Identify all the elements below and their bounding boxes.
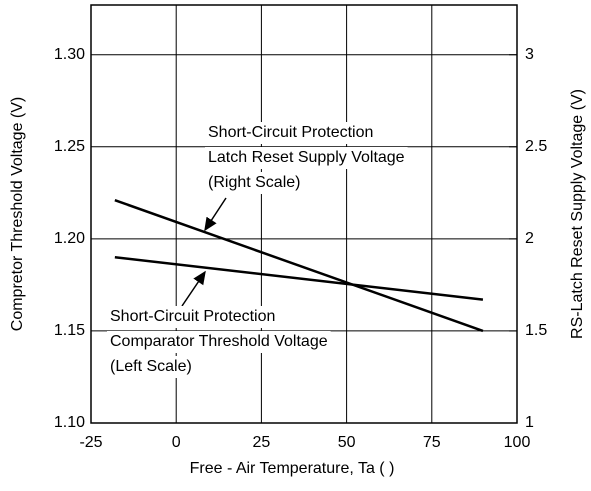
annotation: Comparator Threshold Voltage bbox=[110, 333, 328, 350]
annotation: Short-Circuit Protection bbox=[208, 124, 373, 141]
y-tick-label: 1.10 bbox=[54, 414, 85, 431]
y2-tick-label: 2.5 bbox=[525, 138, 547, 155]
x-axis-label: Free - Air Temperature, Ta ( ) bbox=[190, 460, 395, 477]
x-tick-label: 75 bbox=[423, 434, 441, 451]
y-tick-label: 1.25 bbox=[54, 138, 85, 155]
annotation-bg bbox=[205, 122, 377, 144]
x-tick-label: 100 bbox=[504, 434, 531, 451]
y-tick-label: 1.30 bbox=[54, 46, 85, 63]
plot-frame bbox=[90, 4, 518, 424]
annotation-bg bbox=[107, 306, 279, 328]
annotation: Short-Circuit Protection bbox=[110, 308, 275, 325]
x-tick-label: 25 bbox=[253, 434, 271, 451]
arrow bbox=[181, 270, 206, 307]
annotation-bg bbox=[107, 356, 195, 378]
y-tick-label: 1.20 bbox=[54, 230, 85, 247]
annotation: (Right Scale) bbox=[208, 174, 300, 191]
annotation-bg bbox=[205, 172, 304, 194]
annotation: Latch Reset Supply Voltage bbox=[208, 149, 405, 166]
series-line bbox=[114, 199, 484, 333]
y2-tick-label: 3 bbox=[525, 46, 534, 63]
x-tick-label: -25 bbox=[79, 434, 102, 451]
y-tick-label: 1.15 bbox=[54, 322, 85, 339]
x-tick-label: 50 bbox=[338, 434, 356, 451]
y2-tick-label: 1.5 bbox=[525, 322, 547, 339]
y2-tick-label: 2 bbox=[525, 230, 534, 247]
annotation-bg bbox=[107, 331, 331, 353]
y2-tick-label: 1 bbox=[525, 414, 534, 431]
annotation-bg bbox=[205, 147, 408, 169]
x-tick-label: 0 bbox=[172, 434, 181, 451]
y2-axis-label: RS-Latch Reset Supply Voltage (V) bbox=[569, 89, 586, 339]
annotation: (Left Scale) bbox=[110, 358, 192, 375]
arrow bbox=[204, 197, 227, 232]
series-line bbox=[114, 256, 484, 301]
y-axis-label: Compretor Threshold Voltage (V) bbox=[9, 97, 26, 331]
